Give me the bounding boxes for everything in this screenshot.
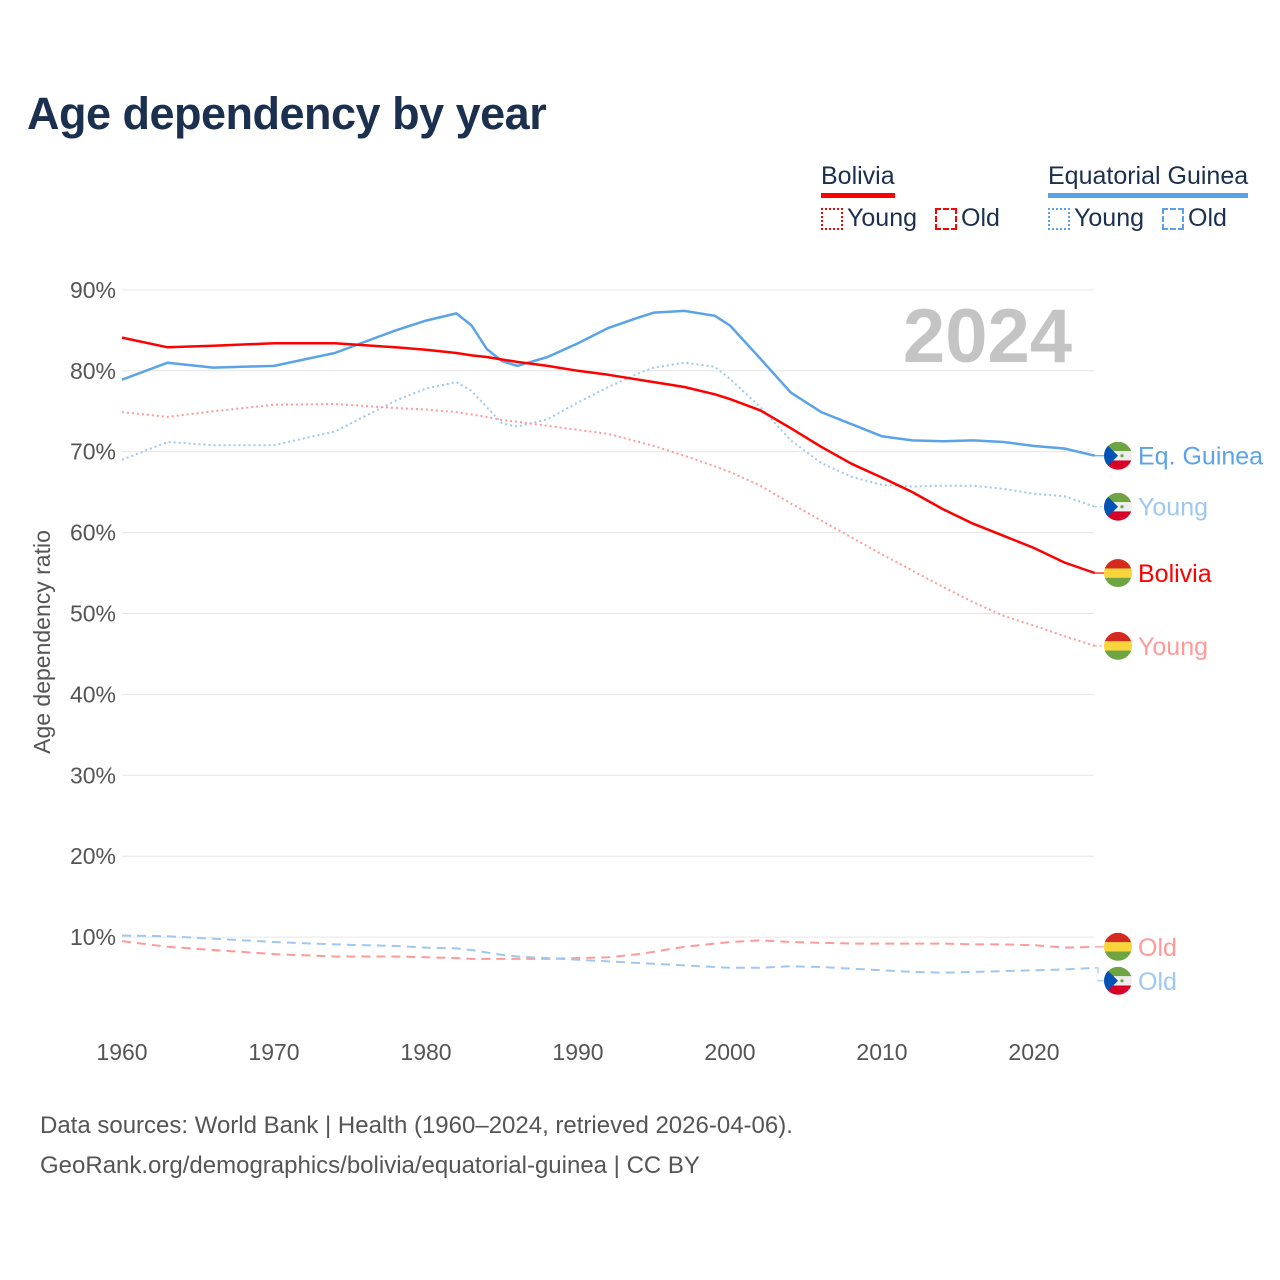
x-tick-label: 1960 xyxy=(96,1039,147,1065)
legend-eg-young[interactable]: Young xyxy=(1048,204,1144,233)
legend-eg-old[interactable]: Old xyxy=(1162,204,1227,233)
legend-equatorial-guinea: Equatorial Guinea Young Old xyxy=(1048,162,1249,233)
end-label-text: Old xyxy=(1138,968,1177,996)
legend-bolivia-name: Bolivia xyxy=(821,162,895,198)
end-label-text: Old xyxy=(1138,934,1177,962)
dashed-swatch-icon xyxy=(935,207,957,230)
x-tick-label: 1980 xyxy=(400,1039,451,1065)
x-tick-label: 1970 xyxy=(248,1039,299,1065)
y-axis-label: Age dependency ratio xyxy=(29,530,55,754)
equatorial-guinea-flag-icon xyxy=(1104,441,1132,470)
y-tick-label: 70% xyxy=(70,439,116,465)
end-label-bolivia-old: Old xyxy=(1094,932,1177,962)
y-tick-label: 30% xyxy=(70,762,116,788)
end-label-equatorial-guinea-young: Young xyxy=(1094,492,1208,522)
data-source-text: Data sources: World Bank | Health (1960–… xyxy=(40,1112,793,1139)
dotted-swatch-icon xyxy=(1048,207,1070,230)
end-label-text: Eq. Guinea xyxy=(1138,443,1263,471)
y-tick-label: 80% xyxy=(70,358,116,384)
chart-title: Age dependency by year xyxy=(27,88,547,139)
legend-label: Old xyxy=(1188,204,1227,232)
y-tick-label: 10% xyxy=(70,924,116,950)
x-tick-label: 1990 xyxy=(552,1039,603,1065)
series-line-bolivia-old xyxy=(121,939,1095,960)
year-badge: 2024 xyxy=(903,294,1072,379)
x-tick-label: 2000 xyxy=(704,1039,755,1065)
x-tick-label: 2010 xyxy=(856,1039,907,1065)
footer: Data sources: World Bank | Health (1960–… xyxy=(40,1106,793,1186)
connector xyxy=(1094,967,1104,982)
y-tick-label: 50% xyxy=(70,601,116,627)
legend-bolivia: Bolivia Young Old xyxy=(821,162,1014,233)
end-label-text: Young xyxy=(1138,633,1208,661)
series-line-equatorial-guinea-old xyxy=(121,934,1095,974)
legend-label: Old xyxy=(961,204,1000,232)
y-tick-label: 40% xyxy=(70,681,116,707)
end-label-text: Bolivia xyxy=(1138,560,1212,588)
legend-bolivia-young[interactable]: Young xyxy=(821,204,917,233)
legend-label: Young xyxy=(847,204,917,232)
end-label-equatorial-guinea-old: Old xyxy=(1094,966,1177,996)
x-tick-label: 2020 xyxy=(1008,1039,1059,1065)
y-tick-label: 90% xyxy=(70,277,116,303)
end-label-text: Young xyxy=(1138,494,1208,522)
equatorial-guinea-flag-icon xyxy=(1104,492,1132,521)
dotted-swatch-icon xyxy=(821,207,843,230)
dashed-swatch-icon xyxy=(1162,207,1184,230)
attribution-link[interactable]: GeoRank.org/demographics/bolivia/equator… xyxy=(40,1152,700,1179)
bolivia-flag-icon xyxy=(1104,932,1132,961)
y-tick-label: 20% xyxy=(70,843,116,869)
legend-eg-name: Equatorial Guinea xyxy=(1048,162,1249,198)
end-label-bolivia-young: Young xyxy=(1094,631,1208,661)
end-label-bolivia-total: Bolivia xyxy=(1094,559,1212,588)
bolivia-flag-icon xyxy=(1104,631,1132,660)
legend-label: Young xyxy=(1074,204,1144,232)
legend-bolivia-old[interactable]: Old xyxy=(935,204,1000,233)
series-line-bolivia-total xyxy=(121,336,1096,575)
end-label-equatorial-guinea-total: Eq. Guinea xyxy=(1094,441,1263,471)
y-tick-label: 60% xyxy=(70,520,116,546)
series-line-equatorial-guinea-total xyxy=(121,309,1096,457)
series-line-equatorial-guinea-young xyxy=(121,361,1096,508)
equatorial-guinea-flag-icon xyxy=(1104,966,1132,995)
bolivia-flag-icon xyxy=(1104,559,1132,588)
